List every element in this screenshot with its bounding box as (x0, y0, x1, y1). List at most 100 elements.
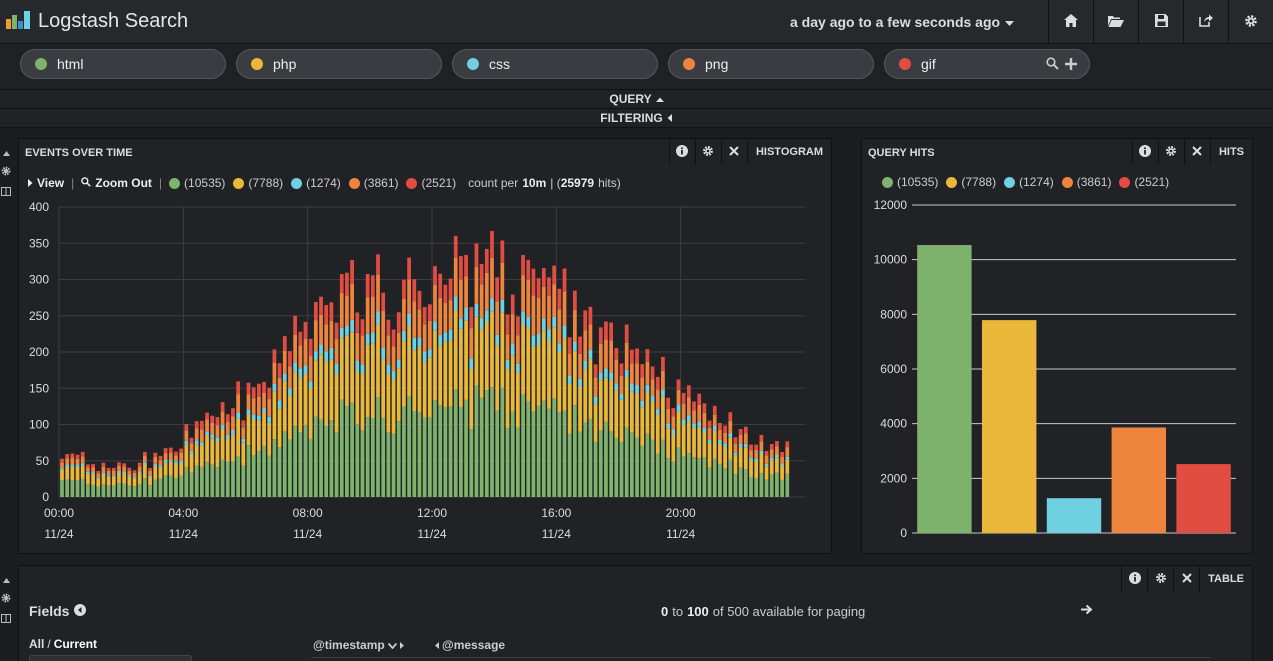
histogram-bar-segment[interactable] (153, 479, 158, 497)
histogram-bar-segment[interactable] (541, 286, 546, 319)
histogram-bar-segment[interactable] (350, 283, 354, 320)
histogram-bar-segment[interactable] (707, 440, 712, 444)
histogram-bar-segment[interactable] (148, 475, 152, 478)
histogram-bar-segment[interactable] (174, 464, 178, 478)
search-icon[interactable] (1046, 57, 1059, 73)
histogram-bar-segment[interactable] (220, 424, 225, 429)
histogram-bar-segment[interactable] (464, 399, 468, 497)
histogram-bar-segment[interactable] (417, 411, 422, 497)
histogram-bar-segment[interactable] (329, 359, 334, 421)
histogram-bar-segment[interactable] (365, 273, 370, 298)
histogram-bar-segment[interactable] (718, 439, 722, 444)
histogram-bar-segment[interactable] (80, 451, 85, 457)
histogram-bar-segment[interactable] (712, 458, 717, 497)
histogram-bar-segment[interactable] (536, 405, 541, 497)
histogram-bar-segment[interactable] (329, 320, 334, 348)
histogram-bar-segment[interactable] (148, 477, 152, 486)
histogram-bar-segment[interactable] (277, 400, 282, 409)
histogram-bar-segment[interactable] (490, 257, 494, 299)
histogram-bar-segment[interactable] (376, 397, 380, 497)
histogram-bar-segment[interactable] (645, 361, 650, 385)
histogram-bar-segment[interactable] (588, 324, 593, 350)
histogram-bar-segment[interactable] (143, 451, 147, 456)
histogram-bar-segment[interactable] (236, 394, 241, 413)
histogram-bar-segment[interactable] (220, 459, 225, 497)
histogram-bar-segment[interactable] (541, 268, 546, 287)
histogram-bar-segment[interactable] (106, 475, 111, 477)
histogram-bar-segment[interactable] (329, 302, 334, 321)
histogram-bar-segment[interactable] (676, 405, 681, 412)
histogram-bar-segment[interactable] (666, 397, 670, 409)
histogram-bar-segment[interactable] (241, 427, 246, 439)
histogram-bar-segment[interactable] (101, 472, 106, 474)
histogram-bar-segment[interactable] (272, 349, 277, 363)
histogram-bar-segment[interactable] (194, 428, 199, 441)
histogram-bar-segment[interactable] (500, 299, 505, 313)
histogram-bar-segment[interactable] (578, 386, 582, 432)
histogram-bar-segment[interactable] (495, 301, 500, 335)
histogram-bar-segment[interactable] (391, 370, 396, 380)
histogram-bar-segment[interactable] (231, 416, 235, 430)
histogram-bar-segment[interactable] (536, 344, 541, 406)
panel-info-button[interactable] (668, 139, 695, 165)
histogram-bar-segment[interactable] (376, 324, 380, 398)
histogram-bar-segment[interactable] (567, 353, 572, 376)
histogram-bar-segment[interactable] (459, 318, 463, 329)
histogram-bar-segment[interactable] (189, 453, 194, 473)
histogram-bar-segment[interactable] (96, 477, 101, 479)
histogram-bar-segment[interactable] (329, 347, 334, 360)
histogram-bar-segment[interactable] (640, 364, 645, 378)
histogram-bar-segment[interactable] (588, 306, 593, 325)
histogram-bar-segment[interactable] (106, 470, 111, 476)
histogram-bar-segment[interactable] (101, 466, 106, 473)
histogram-bar-segment[interactable] (308, 381, 313, 389)
histogram-bar-segment[interactable] (785, 459, 790, 474)
histogram-bar-segment[interactable] (474, 243, 479, 268)
histogram-bar-segment[interactable] (153, 456, 158, 464)
histogram-bar-segment[interactable] (505, 369, 510, 428)
histogram-bar-segment[interactable] (225, 461, 230, 497)
histogram-bar-segment[interactable] (780, 465, 784, 480)
histogram-bar-segment[interactable] (578, 336, 582, 354)
histogram-bar-segment[interactable] (723, 446, 727, 469)
histogram-bar-segment[interactable] (490, 231, 494, 258)
histogram-bar-segment[interactable] (536, 333, 541, 345)
histogram-bar-segment[interactable] (510, 343, 515, 356)
histogram-bar-segment[interactable] (298, 432, 303, 497)
histogram-bar-segment[interactable] (609, 340, 614, 373)
histogram-bar-segment[interactable] (427, 304, 432, 321)
histogram-bar-segment[interactable] (733, 452, 738, 456)
histogram-bar-segment[interactable] (205, 435, 209, 462)
histogram-bar-segment[interactable] (184, 440, 189, 445)
histogram-bar-segment[interactable] (148, 470, 152, 476)
histogram-bar-segment[interactable] (412, 301, 417, 338)
histogram-bar-segment[interactable] (396, 332, 401, 360)
histogram-bar-segment[interactable] (552, 327, 557, 399)
histogram-bar-segment[interactable] (557, 288, 562, 310)
histogram-bar-segment[interactable] (355, 332, 360, 361)
histogram-bar-segment[interactable] (526, 328, 531, 402)
histogram-bar-segment[interactable] (588, 418, 593, 497)
save-dashboard-button[interactable] (1138, 0, 1183, 44)
histogram-bar-segment[interactable] (697, 426, 702, 459)
histogram-bar-segment[interactable] (448, 406, 453, 497)
histogram-bar-segment[interactable] (246, 445, 251, 497)
histogram-bar-segment[interactable] (536, 297, 541, 334)
histogram-bar-segment[interactable] (490, 311, 494, 388)
histogram-bar-segment[interactable] (671, 434, 676, 462)
histogram-bar-segment[interactable] (749, 460, 753, 477)
histogram-bar-segment[interactable] (655, 409, 660, 415)
histogram-bar-segment[interactable] (516, 335, 520, 364)
histogram-bar-segment[interactable] (70, 466, 75, 480)
histogram-bar-segment[interactable] (288, 439, 292, 497)
histogram-bar-segment[interactable] (70, 479, 75, 497)
histogram-bar-segment[interactable] (225, 438, 230, 462)
histogram-bar-segment[interactable] (407, 257, 411, 280)
histogram-bar-segment[interactable] (386, 335, 391, 365)
histogram-bar-segment[interactable] (407, 279, 411, 314)
histogram-bar-segment[interactable] (168, 475, 173, 497)
histogram-bar-segment[interactable] (676, 411, 681, 448)
histogram-bar-segment[interactable] (65, 458, 70, 465)
histogram-bar-segment[interactable] (282, 350, 287, 374)
histogram-bar-segment[interactable] (438, 297, 443, 335)
